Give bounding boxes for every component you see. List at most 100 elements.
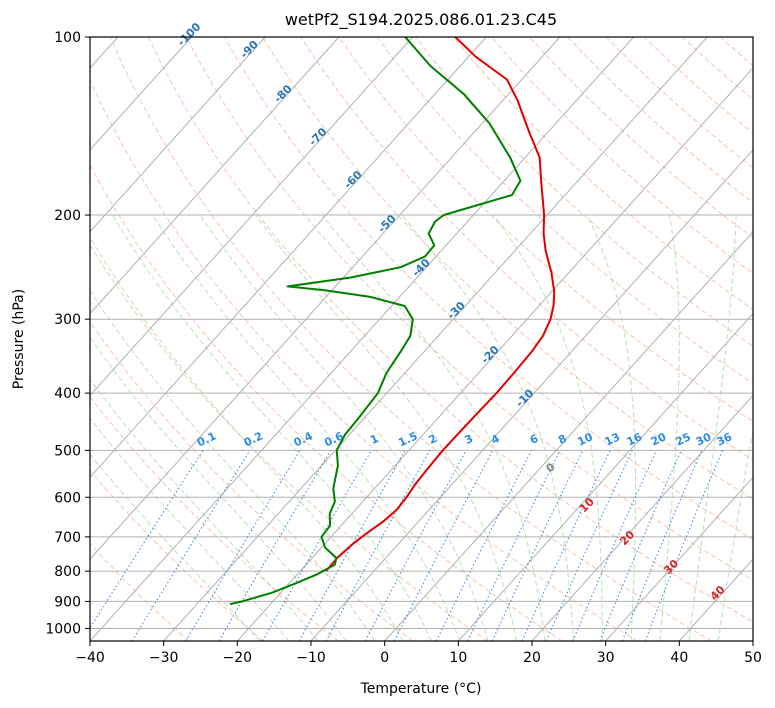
y-tick-label: 500: [54, 443, 81, 459]
moist-adiabat-line: [401, 214, 575, 641]
isotherm-line: [90, 37, 561, 560]
mixing-ratio-label: 13: [603, 430, 622, 448]
mixing-ratio-line: [185, 450, 301, 641]
dry-adiabat-line: [338, 37, 753, 423]
moist-adiabat-label: 0: [543, 460, 558, 475]
isotherm-label: -90: [238, 38, 261, 61]
mixing-ratio-label: 4: [489, 432, 502, 447]
mixing-ratio-line: [521, 450, 611, 641]
mixing-ratio-line: [491, 450, 584, 641]
dry-adiabat-line: [376, 37, 753, 385]
moist-adiabat-line: [199, 214, 489, 641]
moist-adiabat-line: [659, 214, 680, 641]
mixing-ratio-label: 10: [575, 430, 595, 448]
isotherm-label: -80: [271, 82, 294, 105]
x-tick-label: −30: [149, 650, 179, 666]
mixing-ratio-line: [393, 450, 494, 641]
y-tick-label: 700: [54, 530, 81, 546]
dry-adiabat-line: [452, 37, 753, 311]
dry-adiabat-line: [185, 37, 753, 581]
y-tick-label: 900: [54, 594, 81, 610]
dry-adiabat-line: [147, 37, 753, 623]
moist-adiabat-line: [492, 214, 603, 641]
moist-adiabat-line: [255, 214, 517, 641]
y-tick-label: 400: [54, 386, 81, 402]
x-axis-label: Temperature (°C): [360, 681, 482, 697]
mixing-ratio-label: 6: [528, 432, 541, 447]
isotherm-line: [531, 394, 753, 641]
mixing-ratio-line: [262, 450, 372, 641]
isotherm-line: [90, 37, 266, 233]
dry-adiabat-line: [90, 164, 563, 641]
moist-adiabat-line: [90, 417, 290, 641]
isotherm-line: [605, 476, 753, 641]
isotherm-label: -60: [341, 168, 364, 191]
moist-adiabat-line: [90, 236, 404, 641]
y-tick-label: 200: [54, 208, 81, 224]
isotherm-line: [310, 149, 753, 641]
isotherm-line: [457, 312, 753, 641]
mixing-ratio-label: 16: [625, 430, 645, 448]
isotherm-line: [90, 37, 413, 397]
mixing-ratio-line: [364, 450, 467, 641]
mixing-ratio-label: 0.2: [242, 429, 265, 449]
line-labels: 0.1 0.2 0.4 0.6 1 1.5 2 3 4 6 8 10 13 16 20 25 30 36-100-…: [175, 20, 735, 603]
x-tick-label: 20: [523, 650, 541, 666]
y-tick-label: 600: [54, 490, 81, 506]
mixing-ratio-line: [599, 450, 682, 641]
y-tick-label: 300: [54, 312, 81, 328]
dry-adiabat-line: [262, 37, 753, 500]
y-tick-label: 800: [54, 564, 81, 580]
mixing-ratio-label: 30: [694, 430, 714, 448]
x-tick-label: 30: [597, 650, 615, 666]
x-tick-label: 0: [380, 650, 389, 666]
dry-adiabats: [90, 37, 775, 641]
moist-adiabat-line: [90, 289, 376, 641]
dry-adiabat-line: [529, 37, 753, 239]
isotherm-label: -70: [306, 125, 329, 148]
dry-adiabat-line: [719, 37, 753, 67]
mixing-ratio-label: 3: [463, 432, 475, 447]
y-tick-label: 100: [54, 30, 81, 46]
moist-adiabat-line: [90, 378, 319, 641]
y-tick-label: 1000: [45, 621, 81, 637]
moist-adiabat-line: [152, 214, 461, 641]
moist-adiabat-line: [717, 428, 753, 641]
moist-adiabat-line: [111, 214, 432, 641]
isotherm-line: [90, 37, 192, 151]
mixing-ratio-line: [90, 450, 204, 629]
plot-area: [90, 37, 775, 641]
isotherm-line: [90, 37, 634, 641]
dry-adiabat-line: [758, 37, 775, 641]
moist-adiabat-label: 40: [708, 583, 728, 603]
mixing-ratio-line: [621, 450, 703, 641]
dry-adiabat-line: [90, 543, 190, 641]
dry-adiabat-line: [90, 244, 488, 641]
dry-adiabat-line: [605, 37, 753, 169]
mixing-ratio-line: [435, 450, 532, 641]
moist-adiabat-line: [321, 214, 546, 641]
dry-adiabat-line: [567, 37, 753, 204]
isotherm-line: [384, 230, 753, 641]
profile-series: [229, 37, 556, 606]
moist-adiabat-line: [90, 336, 347, 641]
mixing-ratio-line: [298, 450, 406, 641]
x-tick-label: 40: [670, 650, 688, 666]
mixing-ratio-label: 0.6: [322, 429, 345, 449]
isotherm-line: [90, 37, 340, 315]
isotherm-label: -100: [175, 20, 204, 49]
moist-adiabat-line: [90, 453, 261, 641]
isotherm-label: -10: [513, 386, 536, 409]
y-axis-label: Pressure (hPa): [11, 289, 27, 389]
mixing-ratio-line: [131, 450, 251, 641]
mixing-ratio-line: [467, 450, 561, 641]
mixing-ratio-line: [325, 450, 431, 641]
x-tick-label: 10: [449, 650, 467, 666]
mixing-ratio-label: 0.4: [292, 429, 315, 449]
x-tick-label: −20: [223, 650, 253, 666]
mixing-ratio-label: 25: [674, 430, 693, 448]
mixing-ratio-line: [572, 450, 657, 641]
mixing-ratio-line: [545, 450, 633, 641]
dry-adiabat-line: [224, 37, 753, 540]
